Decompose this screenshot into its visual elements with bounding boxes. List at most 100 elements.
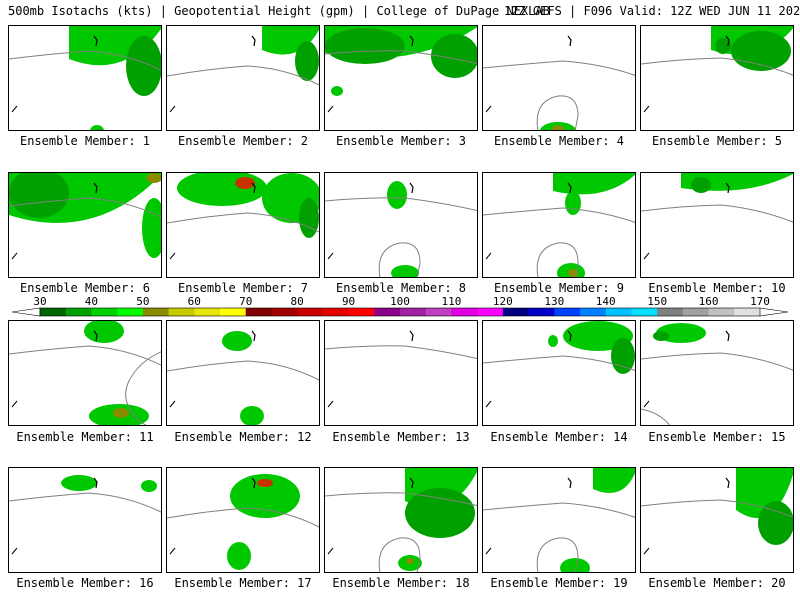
panel-map	[641, 468, 793, 555]
colorbar-swatch	[682, 308, 710, 316]
colorbar-tick-label: 160	[698, 295, 719, 308]
colorbar-tick-label: 100	[390, 295, 410, 308]
colorbar-swatch	[142, 308, 170, 316]
panel-map	[9, 173, 161, 260]
panel-label: Ensemble Member: 18	[332, 576, 470, 590]
panel-map	[325, 468, 477, 572]
panel-map	[483, 35, 635, 130]
colorbar-tick-label: 80	[290, 295, 304, 308]
panel-label: Ensemble Member: 6	[19, 281, 151, 295]
panel-map	[483, 321, 635, 408]
colorbar-swatch	[451, 308, 478, 316]
product-title: 500mb Isotachs (kts) | Geopotential Heig…	[8, 4, 550, 18]
panel-label: Ensemble Member: 16	[16, 576, 154, 590]
panel-label: Ensemble Member: 11	[16, 430, 154, 444]
colorbar-right-arrow	[759, 307, 789, 317]
ensemble-panel	[166, 25, 320, 131]
panel-map	[9, 475, 161, 555]
colorbar-swatch	[734, 308, 761, 316]
colorbar-swatch	[425, 308, 452, 316]
run-valid-time: 12Z GEFS | F096 Valid: 12Z WED JUN 11 20…	[504, 4, 800, 18]
panel-map	[9, 321, 161, 425]
panel-map	[483, 173, 635, 277]
ensemble-panel	[482, 467, 636, 573]
panel-map	[167, 173, 319, 260]
ensemble-panel	[8, 25, 162, 131]
colorbar-swatch	[580, 308, 607, 316]
colorbar-swatch	[117, 308, 144, 316]
colorbar-tick-label: 40	[84, 295, 99, 308]
colorbar-tick-label: 120	[492, 295, 513, 308]
panel-label: Ensemble Member: 14	[490, 430, 628, 444]
colorbar-swatch	[374, 308, 401, 316]
colorbar-swatch	[477, 308, 504, 316]
ensemble-panel	[8, 172, 162, 278]
colorbar-swatch	[220, 308, 247, 316]
colorbar-swatch	[528, 308, 555, 316]
ensemble-panel	[640, 320, 794, 426]
colorbar-tick-label: 30	[33, 295, 47, 308]
colorbar-swatch	[168, 308, 195, 316]
colorbar-swatch	[65, 308, 92, 316]
ensemble-panel	[482, 320, 636, 426]
header-bar: 500mb Isotachs (kts) | Geopotential Heig…	[0, 0, 800, 22]
colorbar-swatch	[554, 308, 581, 316]
panel-label: Ensemble Member: 13	[332, 430, 470, 444]
colorbar-swatch	[91, 308, 118, 316]
ensemble-panel	[166, 467, 320, 573]
panel-label: Ensemble Member: 20	[648, 576, 786, 590]
panel-label: Ensemble Member: 7	[177, 281, 309, 295]
panel-label: Ensemble Member: 4	[493, 134, 625, 148]
panel-map	[325, 181, 477, 277]
colorbar-tick-label: 150	[647, 295, 668, 308]
panel-label: Ensemble Member: 19	[490, 576, 628, 590]
ensemble-panel	[640, 25, 794, 131]
panel-map	[167, 26, 319, 113]
colorbar-swatch	[348, 308, 375, 316]
ensemble-panel	[640, 467, 794, 573]
ensemble-panel	[166, 172, 320, 278]
colorbar-swatch	[271, 308, 298, 316]
colorbar-swatch	[631, 308, 658, 316]
panel-label: Ensemble Member: 9	[493, 281, 625, 295]
colorbar-swatch	[40, 308, 67, 316]
colorbar-swatch	[322, 308, 350, 316]
panel-map	[167, 474, 319, 570]
colorbar-swatch	[657, 308, 684, 316]
ensemble-panel	[324, 172, 478, 278]
colorbar-swatch	[605, 308, 632, 316]
panel-label: Ensemble Member: 17	[174, 576, 312, 590]
panel-map	[641, 26, 793, 113]
ensemble-panel	[324, 467, 478, 573]
panel-label: Ensemble Member: 12	[174, 430, 312, 444]
colorbar-tick-label: 170	[750, 295, 770, 308]
colorbar-tick-label: 70	[239, 295, 253, 308]
panel-label: Ensemble Member: 8	[335, 281, 467, 295]
panel-label: Ensemble Member: 10	[648, 281, 786, 295]
colorbar-left-arrow	[11, 307, 41, 317]
ensemble-panel	[324, 25, 478, 131]
panel-label: Ensemble Member: 1	[19, 134, 151, 148]
colorbar-swatch	[245, 308, 272, 316]
ensemble-panel	[482, 25, 636, 131]
panel-map	[483, 468, 635, 572]
panel-label: Ensemble Member: 2	[177, 134, 309, 148]
panel-map	[641, 173, 793, 260]
colorbar-tick-label: 140	[595, 295, 616, 308]
ensemble-panel	[482, 172, 636, 278]
colorbar-swatch	[400, 308, 427, 316]
panel-label: Ensemble Member: 15	[648, 430, 786, 444]
colorbar: 30 40 50 60 70 80 90 100 110 120 130 140 150 160 170	[0, 296, 800, 320]
panel-label: Ensemble Member: 3	[335, 134, 467, 148]
colorbar-graphic	[11, 307, 789, 317]
colorbar-swatch	[297, 308, 324, 316]
panel-map	[167, 330, 319, 425]
panel-map	[641, 323, 793, 425]
colorbar-tick-label: 110	[441, 295, 462, 308]
colorbar-swatch	[502, 308, 530, 316]
panel-map	[9, 26, 161, 130]
ensemble-panel	[166, 320, 320, 426]
panel-label: Ensemble Member: 5	[651, 134, 783, 148]
colorbar-swatch	[708, 308, 735, 316]
ensemble-panel	[8, 467, 162, 573]
